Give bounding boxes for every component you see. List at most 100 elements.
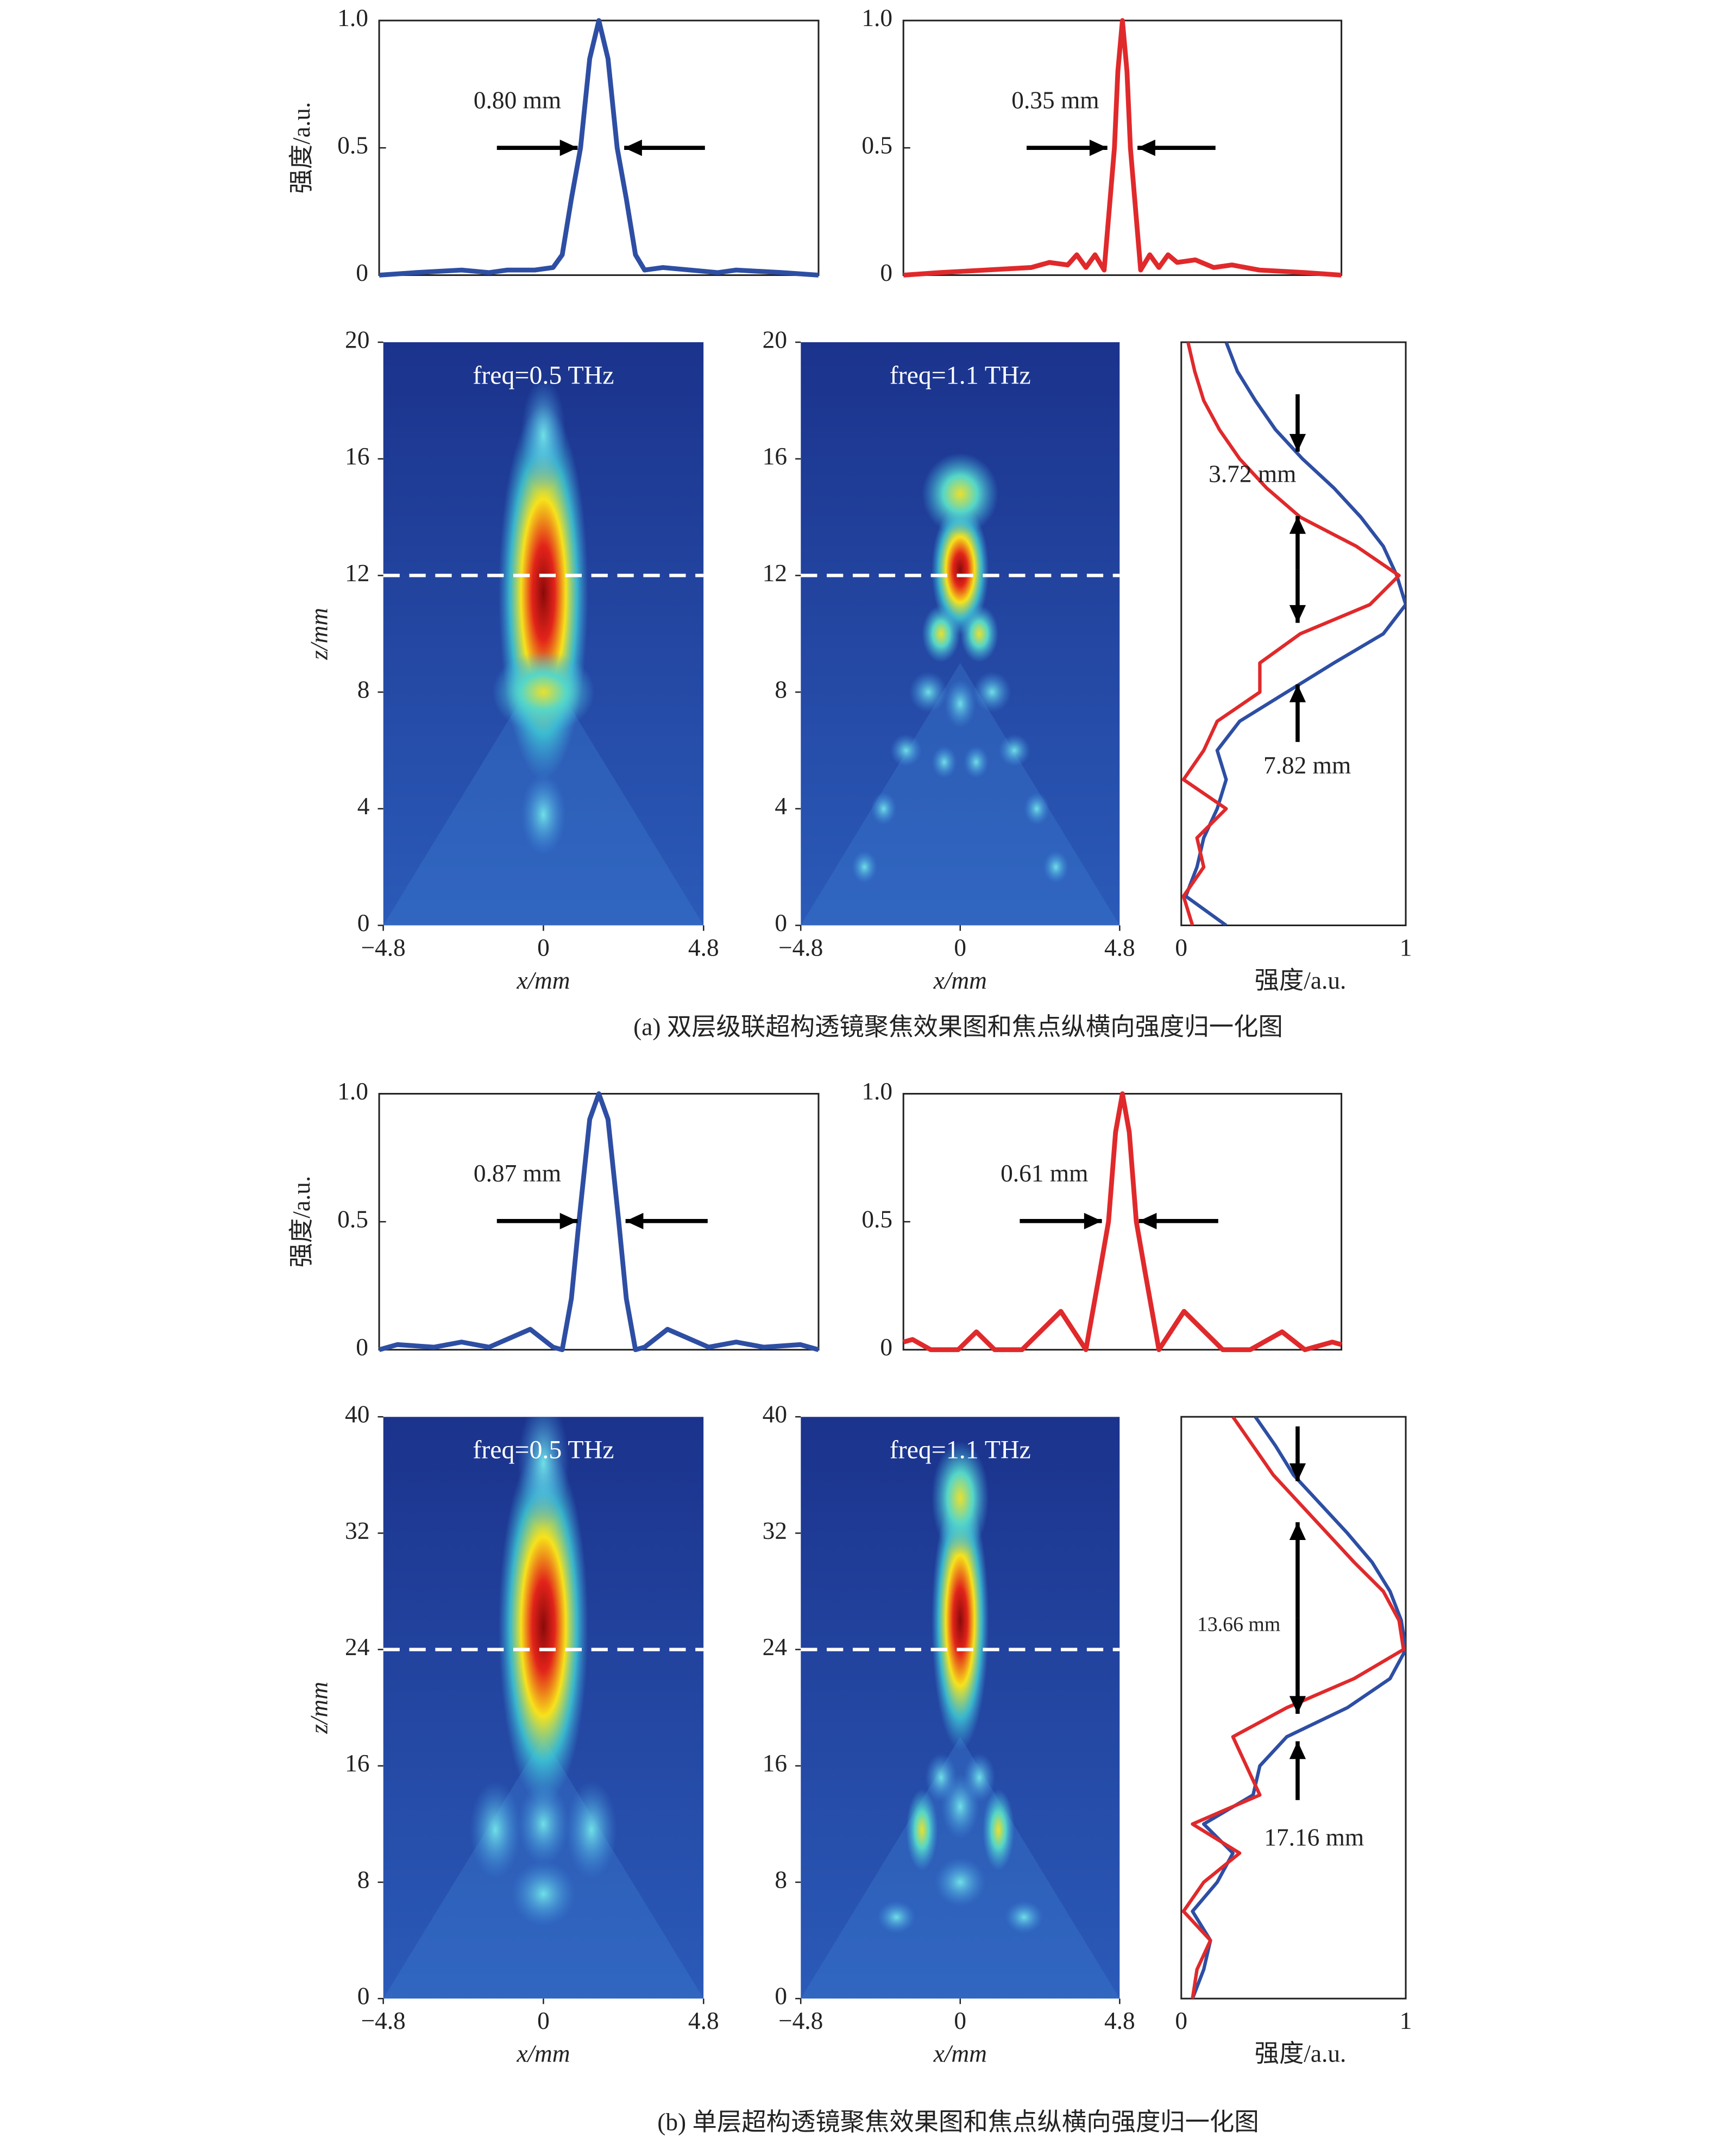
heatmap-spot xyxy=(492,651,595,733)
heatmap-cone xyxy=(801,663,1120,926)
arrow-head xyxy=(559,140,578,156)
arrow-head xyxy=(559,1212,578,1229)
x-tick-label: 4.8 xyxy=(1104,934,1135,961)
heatmap-spot xyxy=(1043,851,1069,884)
heatmap-spot xyxy=(934,1858,986,1907)
plot-frame xyxy=(1180,341,1407,927)
y-tick-label: 40 xyxy=(345,1401,369,1428)
y-tick-label: 0 xyxy=(880,1334,892,1361)
annotation: 0.80 mm xyxy=(474,86,561,114)
y-axis-label: 强度/a.u. xyxy=(288,1176,315,1268)
x-tick-label: 0 xyxy=(537,934,550,961)
y-tick-label: 0 xyxy=(880,259,892,286)
heatmap-spot xyxy=(963,1753,996,1802)
heatmap-spot xyxy=(871,792,897,825)
arrow-head xyxy=(624,140,642,156)
x-tick-label: 1 xyxy=(1400,2007,1412,2034)
heatmap-spot xyxy=(925,1753,957,1802)
caption: (a) 双层级联超构透镜聚焦效果图和焦点纵横向强度归一化图 xyxy=(633,1013,1283,1040)
y-tick-label: 0.5 xyxy=(337,1206,368,1233)
heatmap-spot xyxy=(905,1789,938,1871)
line-series xyxy=(903,18,1342,278)
line-series xyxy=(1181,1417,1406,1999)
y-tick-label: 8 xyxy=(357,676,370,703)
heatmap-spot xyxy=(1024,792,1050,825)
y-tick-label: 1.0 xyxy=(337,1078,368,1105)
y-tick-label: 24 xyxy=(345,1633,369,1661)
x-axis-label: x/mm xyxy=(933,967,987,994)
y-tick-label: 0 xyxy=(356,1334,368,1361)
heatmap-image xyxy=(801,1417,1120,1999)
x-tick-label: −4.8 xyxy=(778,934,823,961)
x-tick-label: 0 xyxy=(537,2007,550,2034)
line-series xyxy=(903,1091,1342,1353)
y-tick-label: 0 xyxy=(775,909,787,936)
x-tick-label: 0 xyxy=(954,2007,966,2034)
y-tick-label: 12 xyxy=(345,560,369,587)
annotation: 17.16 mm xyxy=(1264,1824,1364,1851)
x-tick-label: 0 xyxy=(954,934,966,961)
heatmap-title: freq=1.1 THz xyxy=(890,361,1031,390)
line-series xyxy=(378,1091,820,1353)
heatmap-spot xyxy=(518,1417,569,1529)
y-tick-label: 12 xyxy=(763,560,787,587)
y-tick-label: 20 xyxy=(763,326,787,353)
x-axis-label: x/mm xyxy=(933,2040,987,2067)
y-tick-label: 20 xyxy=(345,326,369,353)
plot-frame xyxy=(378,20,820,276)
x-tick-label: 1 xyxy=(1400,934,1412,961)
annotation: 3.72 mm xyxy=(1209,460,1296,487)
arrow-head xyxy=(625,1212,644,1229)
y-tick-label: 0 xyxy=(775,1983,787,2010)
line-series xyxy=(1181,342,1401,926)
arrow-head xyxy=(1289,1696,1306,1714)
annotation: 0.35 mm xyxy=(1011,86,1099,114)
heatmap-title: freq=1.1 THz xyxy=(890,1436,1031,1464)
x-tick-label: 4.8 xyxy=(688,934,719,961)
y-tick-label: 0.5 xyxy=(861,132,892,159)
y-tick-label: 4 xyxy=(357,793,370,820)
heatmap-spot xyxy=(931,1441,989,1556)
y-tick-label: 1.0 xyxy=(861,4,892,32)
y-tick-label: 32 xyxy=(345,1517,369,1544)
y-tick-label: 8 xyxy=(357,1866,370,1893)
y-tick-label: 32 xyxy=(763,1517,787,1544)
x-tick-label: 4.8 xyxy=(688,2007,719,2034)
y-tick-label: 16 xyxy=(345,1750,369,1777)
heatmap-spot xyxy=(511,1861,576,1927)
line-series xyxy=(1191,1417,1406,1999)
annotation: 0.61 mm xyxy=(1001,1160,1088,1187)
plot-frame xyxy=(902,1092,1343,1351)
arrow-head xyxy=(1137,140,1155,156)
arrow-head xyxy=(1289,605,1306,623)
plot-frame xyxy=(902,20,1343,276)
heatmap-spot xyxy=(960,605,999,663)
arrow-head xyxy=(1084,1212,1102,1229)
y-tick-label: 0 xyxy=(357,1983,370,2010)
heatmap-spot xyxy=(1004,1901,1043,1934)
arrow-head xyxy=(1289,1522,1306,1540)
x-tick-label: 4.8 xyxy=(1104,2007,1135,2034)
y-tick-label: 16 xyxy=(345,443,369,470)
y-tick-label: 24 xyxy=(763,1633,787,1661)
arrow-head xyxy=(1089,140,1108,156)
annotation: 7.82 mm xyxy=(1263,752,1351,779)
heatmap-spot xyxy=(973,671,1011,713)
y-tick-label: 0 xyxy=(357,909,370,936)
arrow-head xyxy=(1289,1741,1306,1759)
heatmap-spot xyxy=(518,1783,569,1865)
arrow-head xyxy=(1138,1212,1157,1229)
arrow-head xyxy=(1289,433,1306,452)
x-tick-label: −4.8 xyxy=(361,2007,405,2034)
heatmap-image xyxy=(383,1417,704,1999)
heatmap-spot xyxy=(944,679,977,728)
y-tick-label: 16 xyxy=(763,443,787,470)
y-tick-label: 0.5 xyxy=(337,132,368,159)
plot-frame xyxy=(378,1092,820,1351)
y-axis-label: 强度/a.u. xyxy=(288,102,315,194)
heatmap-spot xyxy=(498,1447,588,1806)
heatmap-spot xyxy=(521,774,566,856)
heatmap-spot xyxy=(877,1901,916,1934)
